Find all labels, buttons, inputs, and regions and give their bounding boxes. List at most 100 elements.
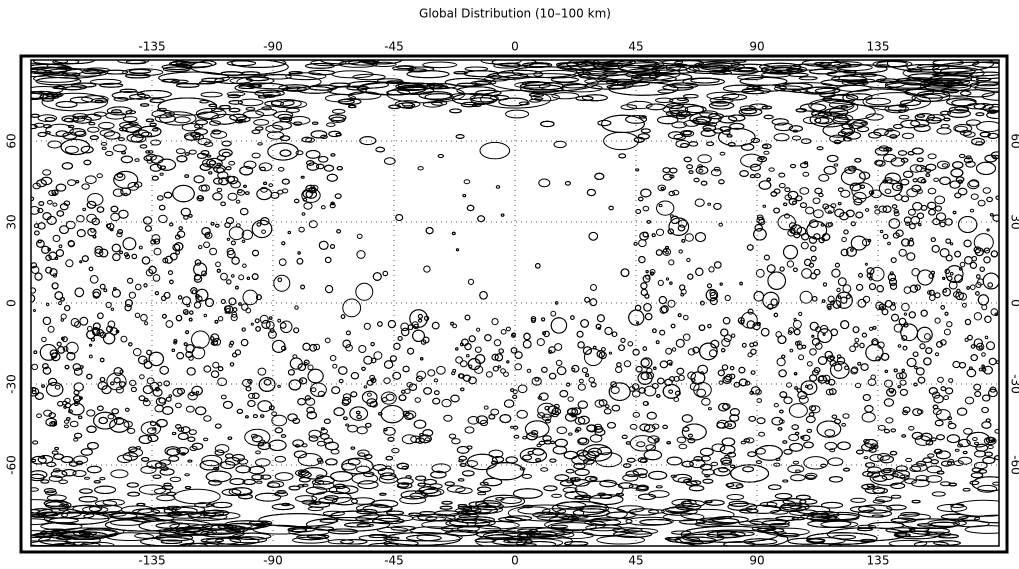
crater [456, 135, 464, 139]
crater [742, 144, 754, 150]
crater [892, 205, 896, 209]
crater [941, 387, 946, 391]
crater [484, 406, 488, 409]
crater [974, 384, 981, 390]
crater [254, 120, 269, 126]
crater [557, 367, 566, 375]
crater [945, 312, 948, 315]
crater [523, 340, 531, 348]
crater [260, 315, 268, 323]
crater [764, 115, 773, 118]
crater [800, 188, 809, 195]
crater [160, 366, 169, 374]
crater [683, 334, 690, 340]
crater [898, 345, 901, 347]
crater [928, 188, 936, 194]
crater [293, 440, 304, 447]
crater [958, 188, 967, 195]
crater [357, 251, 365, 259]
crater [100, 284, 105, 289]
crater [863, 296, 869, 302]
crater [679, 250, 682, 253]
crater [325, 95, 355, 102]
crater [556, 360, 562, 365]
crater [688, 438, 695, 442]
crater [935, 353, 938, 356]
crater [501, 214, 504, 216]
crater [819, 175, 829, 182]
crater [282, 242, 285, 245]
crater [928, 202, 936, 209]
crater [261, 218, 269, 225]
crater [378, 322, 383, 327]
crater [55, 257, 58, 259]
crater [269, 440, 286, 450]
crater [363, 505, 392, 512]
crater [949, 379, 953, 383]
crater [904, 171, 913, 177]
crater [47, 216, 56, 224]
crater [973, 438, 978, 441]
crater [258, 368, 266, 375]
crater [825, 206, 834, 214]
crater [102, 147, 106, 149]
crater [306, 151, 320, 159]
crater [935, 206, 941, 211]
crater [838, 188, 843, 192]
crater [417, 371, 426, 379]
crater [682, 415, 692, 422]
crater [507, 361, 509, 363]
crater [325, 338, 330, 343]
crater [169, 395, 172, 397]
crater [85, 176, 96, 184]
crater [187, 368, 195, 375]
crater [873, 327, 876, 330]
crater [302, 213, 305, 215]
crater [960, 363, 966, 368]
crater [645, 313, 652, 319]
crater [572, 408, 581, 415]
crater [983, 188, 990, 194]
crater [711, 169, 721, 175]
crater [229, 161, 235, 165]
crater [438, 155, 443, 158]
crater [272, 504, 294, 510]
crater [730, 367, 734, 370]
crater [319, 157, 328, 163]
crater [759, 181, 771, 189]
crater [258, 143, 262, 145]
crater [661, 187, 664, 189]
crater [213, 362, 219, 368]
crater [637, 322, 639, 324]
crater [434, 379, 437, 382]
crater [868, 379, 876, 386]
crater [527, 369, 531, 372]
crater [445, 482, 454, 486]
crater [684, 95, 699, 98]
crater [832, 269, 840, 277]
crater [218, 317, 222, 321]
crater [749, 416, 756, 421]
crater [767, 265, 775, 273]
crater [99, 122, 114, 128]
crater [85, 477, 90, 479]
crater [602, 115, 645, 132]
crater [591, 383, 596, 387]
crater [983, 457, 995, 463]
crater [384, 378, 390, 384]
crater [703, 479, 713, 483]
crater [424, 388, 432, 395]
crater [688, 434, 692, 437]
crater [639, 257, 645, 263]
crater [125, 408, 129, 411]
crater [785, 188, 790, 192]
crater [946, 388, 953, 394]
crater [884, 429, 889, 432]
crater [794, 268, 798, 272]
crater [56, 102, 77, 108]
crater [696, 268, 703, 275]
crater [114, 378, 120, 383]
crater [787, 383, 792, 387]
crater [371, 343, 374, 346]
crater [200, 101, 209, 103]
